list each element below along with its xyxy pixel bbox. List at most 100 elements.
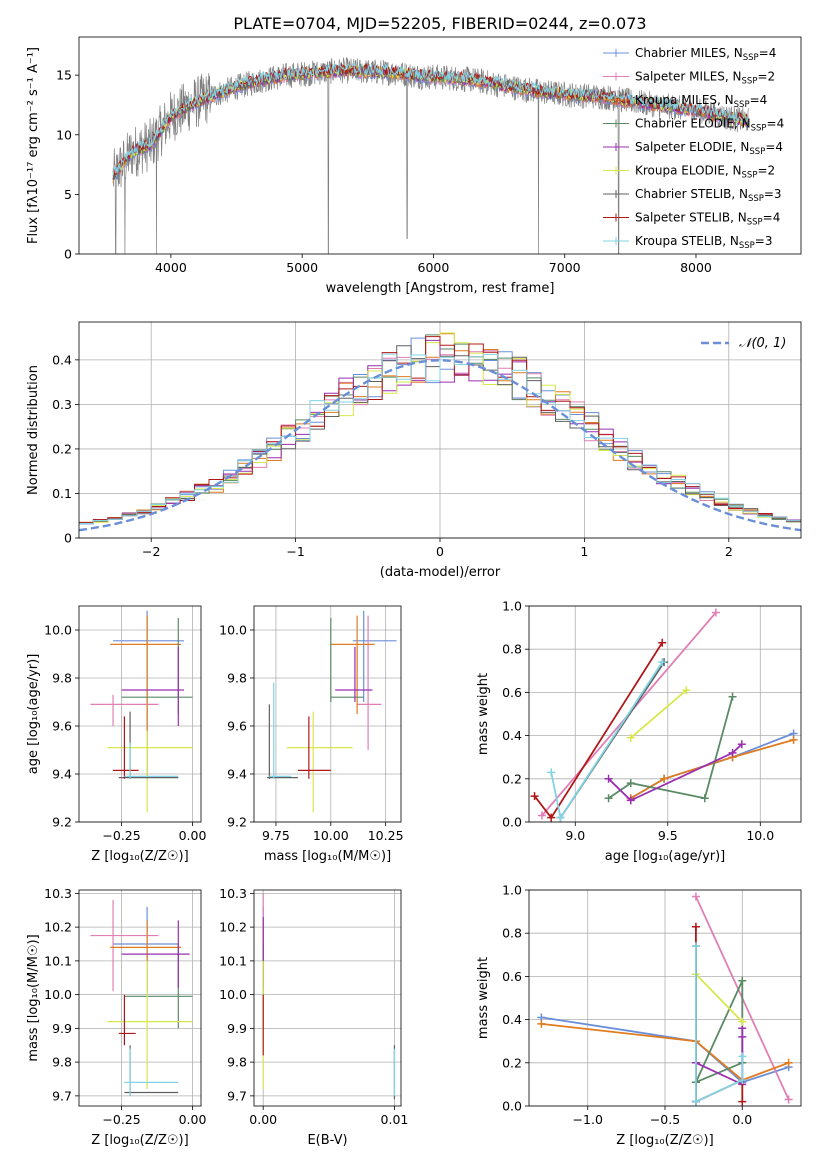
mass-weight-marker — [537, 811, 546, 820]
mass-weight-line — [607, 743, 743, 802]
y-tick-label: 15 — [56, 68, 72, 83]
x-tick-label: 0.00 — [179, 1112, 207, 1127]
y-tick-label: 0.6 — [502, 685, 522, 700]
x-tick-label: 0.0 — [732, 1112, 752, 1127]
y-tick-label: 9.7 — [52, 1088, 72, 1103]
y-tick-label: 10.1 — [44, 953, 72, 968]
y-tick-label: 9.7 — [227, 1088, 247, 1103]
y-tick-label: 1.0 — [502, 599, 522, 614]
spectrum-model-line — [112, 61, 749, 176]
x-tick-label: 0 — [436, 544, 444, 559]
x-axis-label: E(B-V) — [307, 1133, 347, 1148]
y-tick-label: 0.8 — [502, 642, 522, 657]
x-tick-label: 0.00 — [249, 1112, 277, 1127]
legend-entry: 𝒩(0, 1) — [739, 336, 786, 351]
mass-weight-marker — [728, 748, 737, 757]
mass-vs-ebv-panel: 0.00 0.01 9.7 9.8 9.9 10.0 10.1 10.2 10.3 E(B-V) — [219, 886, 408, 1148]
x-tick-label: 9.0 — [565, 828, 585, 843]
mass-weight-marker — [658, 658, 667, 667]
mass-weight-marker — [700, 794, 709, 803]
y-tick-label: 0.2 — [52, 441, 72, 456]
age-vs-mass-panel: 9.75 10.00 10.25 9.2 9.4 9.6 9.8 10.0 mass [log₁… — [219, 605, 404, 864]
mass-weight-marker — [556, 813, 565, 822]
axes-frame — [78, 889, 202, 1107]
residual-histogram-panel: −2 −1 0 1 2 0 0.1 0.2 0.3 0.4 (data-model)/error No… — [26, 321, 802, 580]
y-tick-label: 0.2 — [502, 771, 522, 786]
x-axis-label: age [log₁₀(age/yr)] — [605, 849, 726, 864]
mass-weight-marker — [682, 686, 691, 695]
mass-weight-marker — [784, 1058, 793, 1067]
y-tick-label: 9.6 — [227, 719, 247, 734]
y-tick-label: 0.6 — [502, 969, 522, 984]
y-tick-label: 9.8 — [227, 671, 247, 686]
x-tick-label: 6000 — [418, 260, 450, 275]
axes-frame — [78, 36, 802, 255]
x-tick-label: 5000 — [286, 260, 318, 275]
y-tick-label: 9.9 — [227, 1021, 247, 1036]
y-tick-label: 10.0 — [219, 623, 247, 638]
x-axis-label: (data-model)/error — [380, 565, 501, 580]
mass-weight-marker — [691, 942, 700, 951]
y-tick-label: 0.3 — [52, 397, 72, 412]
x-tick-label: 10.0 — [746, 828, 774, 843]
x-axis-label: Z [log₁₀(Z/Z☉)] — [616, 1133, 713, 1148]
axes-frame — [253, 889, 402, 1107]
legend-entry: Chabrier ELODIE, NSSP=4 — [635, 117, 784, 134]
mass-weight-marker — [626, 733, 635, 742]
y-tick-label: 9.2 — [227, 815, 247, 830]
y-tick-label: 9.4 — [52, 767, 72, 782]
y-tick-label: 10.0 — [219, 987, 247, 1002]
mass-weight-marker — [738, 1076, 747, 1085]
y-tick-label: 0.2 — [502, 1055, 522, 1070]
mass-weight-marker — [728, 692, 737, 701]
legend-entry: Salpeter STELIB, NSSP=4 — [635, 211, 780, 228]
y-tick-label: 10.3 — [44, 886, 72, 901]
x-tick-label: 7000 — [549, 260, 581, 275]
x-tick-label: −2 — [142, 544, 160, 559]
x-tick-label: −1 — [286, 544, 304, 559]
age-vs-metallicity-panel: −0.25 0.00 9.2 9.4 9.6 9.8 10.0 Z [log₁₀(Z/Z☉)]… — [26, 605, 206, 864]
mass-weight-marker — [660, 774, 669, 783]
histogram-step-line — [79, 353, 801, 524]
y-tick-label: 10.0 — [44, 623, 72, 638]
y-tick-label: 1.0 — [502, 883, 522, 898]
mass-weight-marker — [626, 779, 635, 788]
x-tick-label: −1.0 — [573, 1112, 603, 1127]
y-tick-label: 0.4 — [52, 352, 72, 367]
y-tick-label: 10.2 — [44, 920, 72, 935]
y-axis-label: mass weight — [476, 673, 491, 755]
x-tick-label: 1 — [580, 544, 588, 559]
x-axis-label: mass [log₁₀(M/M☉)] — [264, 849, 391, 864]
x-tick-label: 10.25 — [368, 828, 404, 843]
mass-vs-metallicity-panel: −0.25 0.00 9.7 9.8 9.9 10.0 10.1 10.2 10.3 Z [log… — [26, 886, 206, 1148]
y-tick-label: 10.1 — [219, 953, 247, 968]
y-tick-label: 10 — [56, 127, 72, 142]
y-tick-label: 9.6 — [52, 719, 72, 734]
mass-weight-marker — [738, 1052, 747, 1061]
axes-frame — [528, 605, 802, 823]
y-tick-label: 0.8 — [502, 926, 522, 941]
spectrum-model-line — [112, 62, 749, 176]
mass-weight-marker — [784, 1095, 793, 1104]
axes-frame — [78, 321, 802, 539]
x-axis-label: Z [log₁₀(Z/Z☉)] — [91, 849, 188, 864]
mass-weight-marker — [604, 794, 613, 803]
mass-weight-marker — [547, 813, 556, 822]
mass-weight-line — [630, 689, 687, 739]
y-axis-label: mass [log₁₀(M/M☉)] — [26, 934, 41, 1061]
mass-weight-line — [541, 1023, 789, 1082]
y-tick-label: 0.1 — [52, 486, 72, 501]
legend-entry: Kroupa STELIB, NSSP=3 — [635, 234, 773, 251]
spectrum-data-line — [112, 56, 749, 254]
mass-weight-marker — [691, 922, 700, 931]
y-tick-label: 9.8 — [227, 1055, 247, 1070]
y-tick-label: 0 — [64, 531, 72, 546]
y-tick-label: 9.4 — [227, 767, 247, 782]
y-tick-label: 9.9 — [52, 1021, 72, 1036]
spectrum-panel: 4000 5000 6000 7000 8000 0 5 10 15 wavelength [An… — [26, 36, 802, 296]
y-tick-label: 9.8 — [52, 671, 72, 686]
y-axis-label: Normed distribution — [26, 365, 41, 495]
mass-weight-marker — [737, 740, 746, 749]
x-tick-label: 2 — [725, 544, 733, 559]
